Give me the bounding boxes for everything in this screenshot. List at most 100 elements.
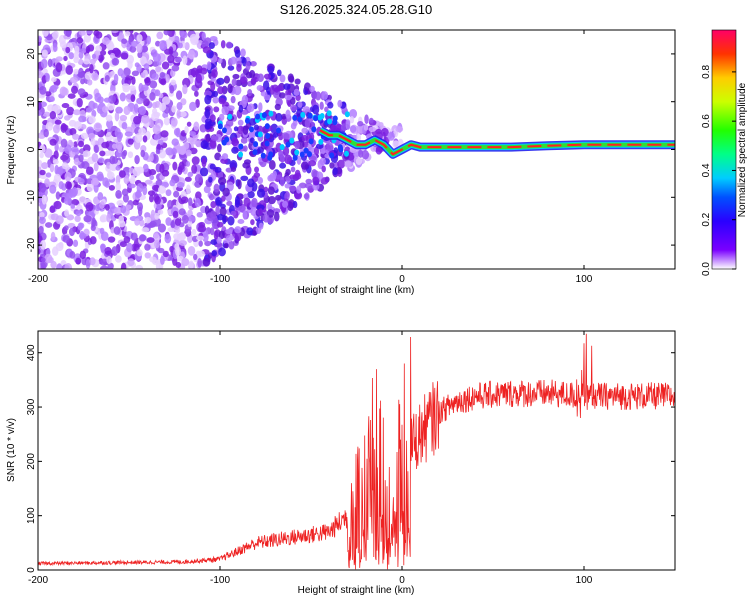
spectrogram-cell	[129, 45, 137, 53]
spectrogram-cell	[171, 64, 180, 72]
colorbar-ticks: 0.0 0.2 0.4 0.6 0.8	[701, 64, 736, 276]
spectrogram-cell	[201, 157, 207, 168]
spectrogram-cell	[104, 180, 110, 188]
spectrogram-cell	[250, 206, 257, 216]
spectrogram-cell	[261, 112, 267, 119]
spectrogram-cell	[301, 134, 309, 142]
spectrogram-cell	[175, 90, 183, 100]
spectrogram-cell	[234, 226, 242, 234]
spectrogram-cell	[50, 213, 59, 221]
spectrogram-cell	[102, 62, 110, 70]
spectrogram-cell	[204, 240, 212, 247]
spectrogram-cell	[69, 128, 77, 136]
spectrogram-cell	[61, 162, 69, 170]
spectrogram-cell	[47, 58, 53, 68]
spectrogram-cell	[133, 103, 139, 114]
spectrogram-cell	[204, 90, 212, 97]
spectrogram-cell	[107, 236, 116, 243]
spectrogram-cell	[39, 85, 47, 95]
spectrogram-cell	[41, 162, 49, 170]
spectrogram-cell	[68, 52, 75, 60]
spectrogram-cell	[86, 30, 94, 35]
spectrogram-cell	[74, 215, 81, 223]
spectrogram-cell	[206, 61, 212, 71]
spectrogram-cell	[118, 215, 125, 224]
spectrogram-cell	[227, 216, 235, 226]
spectrogram-cell	[83, 33, 92, 43]
spectrogram-cell	[255, 113, 261, 120]
spectrogram-cell	[108, 149, 115, 157]
spectrogram-cell	[240, 137, 248, 144]
spectrogram-cell	[49, 205, 56, 214]
spectrogram-cell	[320, 177, 329, 185]
spectrogram-cell	[93, 162, 99, 172]
spectrogram-cell	[136, 34, 143, 42]
spectrogram-cell	[92, 102, 98, 109]
spectrogram-cell	[178, 232, 187, 241]
spectrogram-cell	[224, 126, 233, 136]
spectrogram-cell	[196, 212, 203, 218]
spectrogram-cell	[285, 109, 291, 119]
spectrogram-cell	[254, 166, 260, 173]
spectrogram-cell	[109, 52, 116, 59]
spectrogram-cell	[38, 70, 44, 79]
spectrogram-cell	[78, 178, 85, 185]
spectrogram-cell	[55, 242, 64, 252]
spectrogram-cell	[38, 248, 41, 255]
spectrogram-cell	[311, 104, 320, 115]
spectrogram-cell	[165, 147, 174, 156]
spectrogram-cell	[159, 41, 167, 51]
spectrogram-cell	[72, 133, 80, 140]
spectrogram-cell	[230, 166, 237, 172]
spectrogram-cell	[55, 191, 61, 200]
spectrogram-cell	[45, 34, 53, 41]
spectrogram-cell	[239, 76, 248, 85]
colorbar-label: Normalized spectral amplitude	[737, 82, 748, 217]
spectrogram-cell	[249, 137, 255, 144]
spectrogram-cell	[174, 218, 181, 226]
spectrogram-cell	[111, 246, 119, 256]
spectrogram-cell	[91, 153, 99, 163]
spectrogram-cell	[99, 243, 106, 251]
spectrogram-cell	[217, 143, 222, 153]
spectrogram-cell	[214, 196, 223, 207]
spectrogram-cell	[76, 37, 84, 44]
spectrogram-cell	[157, 209, 164, 215]
spectrogram-cell	[137, 51, 143, 59]
spectrogram-cell	[287, 73, 294, 83]
spectrogram-cell	[104, 74, 110, 82]
spectrogram-cell	[278, 92, 286, 99]
spectrogram-cell	[122, 194, 129, 203]
spectrogram-cell	[256, 188, 266, 198]
spectrogram-cell	[104, 246, 112, 255]
spectrogram-cell	[38, 225, 44, 235]
spectrogram-cell	[344, 111, 350, 118]
spectrogram-cell	[283, 83, 291, 91]
spectrogram-cell	[107, 171, 115, 180]
spectrogram-cell	[60, 154, 69, 161]
spectrogram-cell	[238, 143, 244, 150]
spectrogram-cell	[165, 217, 172, 226]
spectrogram-cell	[176, 109, 181, 119]
spectrogram-cell	[203, 185, 211, 194]
spectrogram-cell	[368, 126, 377, 132]
spectrogram-cell	[109, 155, 116, 165]
spectrogram-cell	[387, 131, 395, 141]
spectrogram-cell	[283, 132, 290, 140]
spectrogram-cell	[68, 119, 77, 127]
spectrogram-cell	[99, 150, 106, 157]
spectrogram-cell	[135, 264, 143, 269]
spectrogram-cell	[82, 150, 91, 158]
spectrogram-cell	[193, 253, 198, 261]
y-tick-label: 400	[26, 344, 37, 361]
snr-plot-area	[38, 333, 675, 570]
x-tick-label: -100	[210, 575, 230, 586]
spectrogram-cell	[69, 76, 78, 84]
spectrogram-cell	[309, 85, 315, 93]
spectrogram-cell	[208, 193, 215, 201]
spectrogram-cell	[197, 257, 202, 268]
spectrogram-cell	[297, 116, 303, 123]
y-tick-label: 0	[26, 146, 37, 152]
spectrogram-cell	[299, 151, 305, 158]
